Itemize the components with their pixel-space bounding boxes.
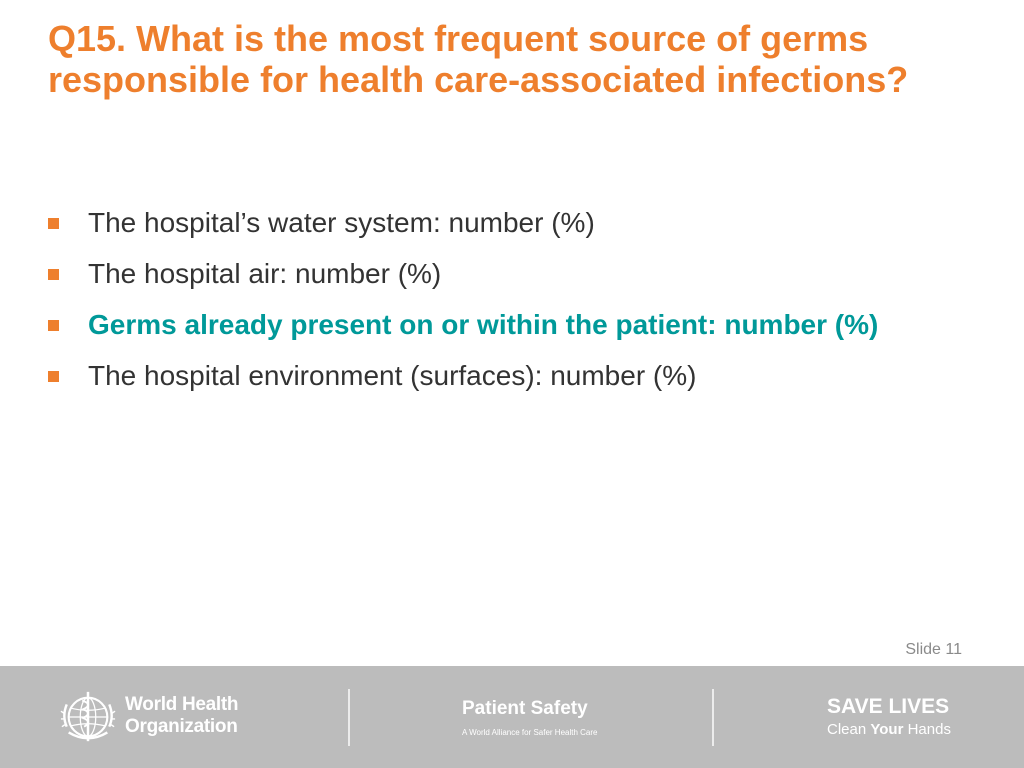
slide-title: Q15. What is the most frequent source of… [48, 18, 909, 100]
your-text: Your [870, 721, 904, 738]
hands-text: Hands [903, 721, 951, 738]
bullet-item: The hospital air: number (%) [48, 253, 948, 294]
who-name-line2: Organization [125, 716, 238, 737]
footer-divider [712, 689, 714, 746]
clean-text: Clean [827, 721, 871, 738]
bullet-item: The hospital’s water system: number (%) [48, 202, 948, 243]
save-lives-title: SAVE LIVES [827, 695, 950, 718]
square-bullet-icon [48, 269, 59, 280]
who-name: World Health Organization [125, 694, 239, 738]
square-bullet-icon [48, 371, 59, 382]
bullet-item: The hospital environment (surfaces): num… [48, 355, 948, 396]
bullet-item-correct-answer: Germs already present on or within the p… [48, 304, 948, 345]
footer-bar: World Health Organization Patient Safety… [0, 666, 1024, 768]
bullet-list: The hospital’s water system: number (%) … [48, 202, 948, 406]
patient-safety-title: Patient Safety [462, 698, 588, 719]
square-bullet-icon [48, 320, 59, 331]
bullet-text: The hospital air: number (%) [88, 258, 442, 289]
square-bullet-icon [48, 218, 59, 229]
bullet-text: The hospital’s water system: number (%) [88, 207, 595, 238]
who-emblem-icon [60, 691, 116, 742]
footer-divider [348, 689, 350, 746]
slide-number: Slide 11 [905, 641, 962, 658]
bullet-text: Germs already present on or within the p… [88, 309, 879, 340]
who-name-line1: World Health [125, 694, 239, 715]
bullet-text: The hospital environment (surfaces): num… [88, 360, 697, 391]
clean-your-hands-text: Clean Your Hands [827, 721, 951, 738]
patient-safety-subtitle: A World Alliance for Safer Health Care [462, 728, 598, 737]
